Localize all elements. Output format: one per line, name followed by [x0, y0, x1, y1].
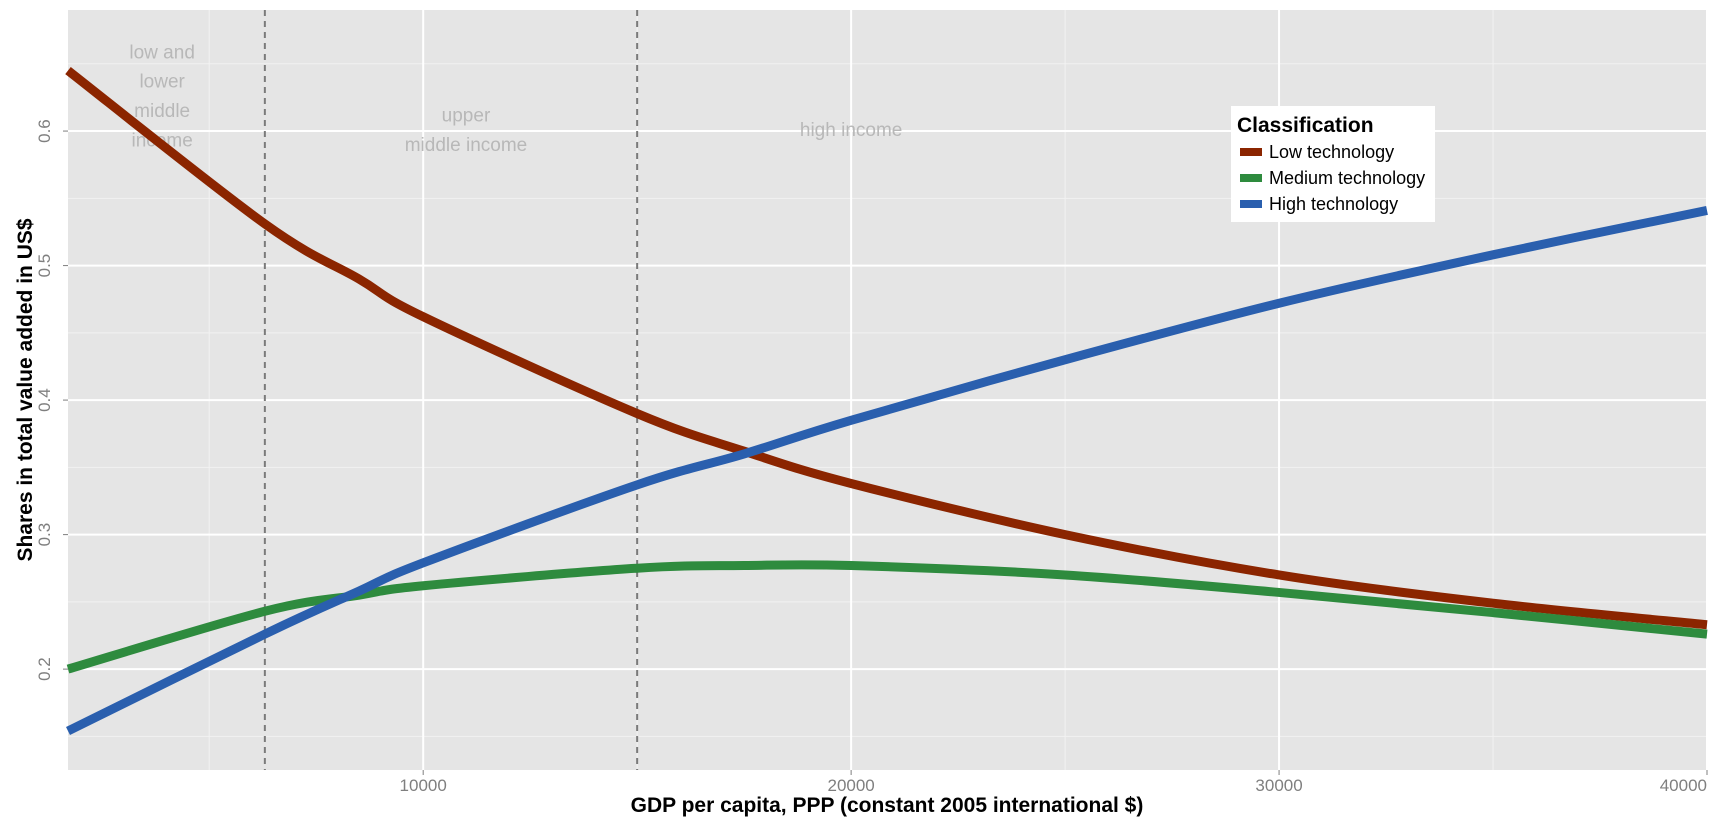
x-tick-label: 30000	[1255, 776, 1302, 795]
x-axis-title: GDP per capita, PPP (constant 2005 inter…	[631, 794, 1144, 817]
series-line-low-technology	[65, 66, 1708, 630]
income-group-label: upper middle income	[405, 105, 528, 155]
y-tick-label: 0.2	[35, 657, 54, 681]
y-tick-label: 0.4	[35, 388, 54, 412]
income-group-label: high income	[800, 120, 902, 141]
y-tick-label: 0.6	[35, 119, 54, 143]
legend-items: Low technology Medium technology High tech…	[1240, 142, 1425, 214]
y-axis-title: Shares in total value added in US$	[14, 218, 37, 561]
income-group-label-line: middle	[134, 101, 190, 122]
x-axis-ticks: 10000 20000 30000 40000	[400, 770, 1708, 795]
series-line-high-technology	[66, 206, 1708, 736]
x-tick-label: 10000	[400, 776, 447, 795]
legend-label: Medium technology	[1269, 168, 1425, 188]
legend-box	[1231, 106, 1435, 222]
income-group-label-line: low and	[129, 42, 195, 63]
x-tick-label: 20000	[827, 776, 874, 795]
legend-label: Low technology	[1269, 142, 1394, 162]
y-tick-label: 0.3	[35, 523, 54, 547]
x-tick-label: 40000	[1660, 776, 1707, 795]
y-axis-ticks: 0.2 0.3 0.4 0.5 0.6	[35, 119, 68, 681]
income-group-label-line: lower	[139, 72, 185, 93]
income-group-label-line: middle income	[405, 135, 528, 156]
legend-label: High technology	[1269, 194, 1398, 214]
legend: Classification Low technology Medium tech…	[1231, 106, 1435, 222]
income-group-label-line: upper	[442, 105, 491, 126]
legend-title: Classification	[1237, 114, 1374, 137]
income-group-label-line: high income	[800, 120, 902, 141]
income-thresholds	[263, 10, 639, 770]
series-lines	[65, 66, 1708, 736]
y-tick-label: 0.5	[35, 254, 54, 278]
